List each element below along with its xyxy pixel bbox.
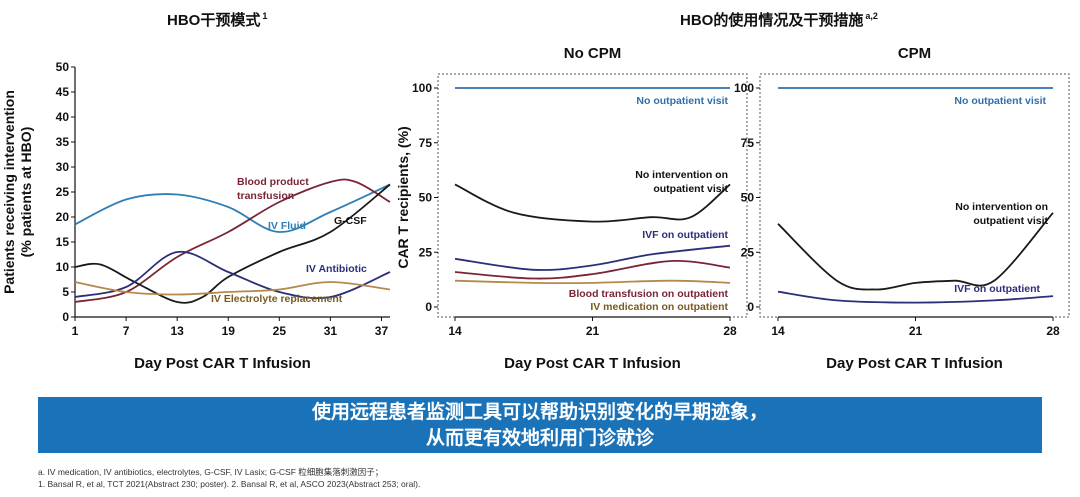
y-tick-label: 100 (734, 81, 754, 95)
series-label: No outpatient visit (636, 95, 728, 107)
y-tick-label: 100 (412, 81, 432, 95)
y-tick-label: 0 (62, 310, 69, 324)
conclusion-banner: 使用远程患者监测工具可以帮助识别变化的早期迹象， 从而更有效地利用门诊就诊 (38, 397, 1042, 453)
series-label: No outpatient visit (954, 95, 1046, 107)
x-tick-label: 21 (909, 324, 923, 338)
plot-frame (759, 73, 1070, 318)
y-axis-label: CAR T recipients, (%) (395, 126, 411, 268)
right-section-title: HBO的使用情况及干预措施 a,2 (680, 11, 878, 29)
series-line-4 (454, 260, 731, 280)
y-tick-label: 30 (56, 160, 70, 174)
x-tick-label: 13 (170, 324, 184, 338)
series-label: Blood product (237, 176, 309, 188)
series-line-3 (777, 290, 1054, 304)
x-tick-label: 14 (448, 324, 462, 338)
series-line-3 (454, 244, 731, 271)
chart-title: No CPM (564, 45, 622, 62)
chart-1: 0 5 10 15 20 25 30 35 40 45 50 1 7 13 19 25 31 37 Day Post… (1, 60, 391, 372)
x-axis-label: Day Post CAR T Infusion (134, 355, 311, 372)
series-line-4 (74, 250, 391, 300)
y-tick-label: 15 (56, 235, 70, 249)
series-label: No intervention on (635, 169, 728, 181)
chart-3: 0 25 50 75 100 14 21 28 CPM Day Post CAR T Infusi… (734, 45, 1070, 372)
x-tick-label: 1 (72, 324, 79, 338)
y-tick-label: 40 (56, 110, 70, 124)
charts-canvas: 0 5 10 15 20 25 30 35 40 45 50 1 7 13 19 25 31 37 Day Post… (1, 45, 1070, 372)
y-tick-label: 50 (419, 191, 433, 205)
footnote-a: a. IV medication, IV antibiotics, electr… (38, 467, 384, 477)
y-tick-label: 50 (741, 191, 755, 205)
x-tick-label: 14 (771, 324, 785, 338)
banner-line-2: 从而更有效地利用门诊就诊 (425, 428, 654, 449)
x-tick-label: 31 (324, 324, 338, 338)
y-tick-label: 35 (56, 135, 70, 149)
series-label: transfusion (237, 190, 294, 202)
series-line-5 (454, 279, 731, 285)
x-tick-label: 25 (273, 324, 287, 338)
y-tick-label: 5 (62, 285, 69, 299)
series-label: IV Electrolyte replacement (211, 293, 343, 305)
x-axis-label: Day Post CAR T Infusion (504, 355, 681, 372)
footnote-references: 1. Bansal R, et al, TCT 2021(Abstract 23… (38, 479, 421, 489)
series-line-5 (74, 281, 391, 296)
series-line-2 (777, 212, 1054, 291)
series-label: IVF on outpatient (954, 283, 1040, 295)
series-line-2 (74, 178, 391, 303)
y-tick-label: 10 (56, 260, 70, 274)
series-line-3 (74, 183, 391, 304)
series-line-2 (454, 183, 731, 223)
series-label: Blood transfusion on outpatient (569, 288, 729, 300)
y-tick-label: 0 (747, 300, 754, 314)
banner-line-1: 使用远程患者监测工具可以帮助识别变化的早期迹象， (311, 402, 768, 423)
y-tick-label: 0 (425, 300, 432, 314)
y-tick-label: 20 (56, 210, 70, 224)
series-label: IVF on outpatient (642, 229, 728, 241)
y-tick-label: 75 (419, 136, 433, 150)
x-tick-label: 7 (123, 324, 130, 338)
x-tick-label: 28 (723, 324, 737, 338)
series-line-1 (74, 183, 391, 233)
series-label: outpatient visit (973, 215, 1048, 227)
plot-frame (437, 73, 748, 318)
series-label: IV medication on outpatient (590, 301, 728, 313)
series-label: outpatient visit (653, 183, 728, 195)
x-tick-label: 21 (586, 324, 600, 338)
chart-2: 0 25 50 75 100 14 21 28 No CPM Day Post CAR T Inf… (395, 45, 748, 372)
y-tick-label: 75 (741, 136, 755, 150)
series-label: No intervention on (955, 201, 1048, 213)
series-label: IV Antibiotic (306, 263, 367, 275)
x-tick-label: 37 (375, 324, 389, 338)
y-axis-label: Patients receiving intervention(% patien… (1, 90, 34, 294)
left-chart-title: HBO干预模式 1 (167, 11, 268, 29)
series-label: IV Fluid (268, 220, 306, 232)
chart-title: CPM (898, 45, 931, 62)
series-label: G-CSF (334, 215, 367, 227)
y-tick-label: 25 (741, 245, 755, 259)
y-tick-label: 25 (56, 185, 70, 199)
x-tick-label: 19 (222, 324, 236, 338)
x-axis-label: Day Post CAR T Infusion (826, 355, 1003, 372)
y-tick-label: 50 (56, 60, 70, 74)
y-tick-label: 45 (56, 85, 70, 99)
x-tick-label: 28 (1046, 324, 1060, 338)
y-tick-label: 25 (419, 245, 433, 259)
